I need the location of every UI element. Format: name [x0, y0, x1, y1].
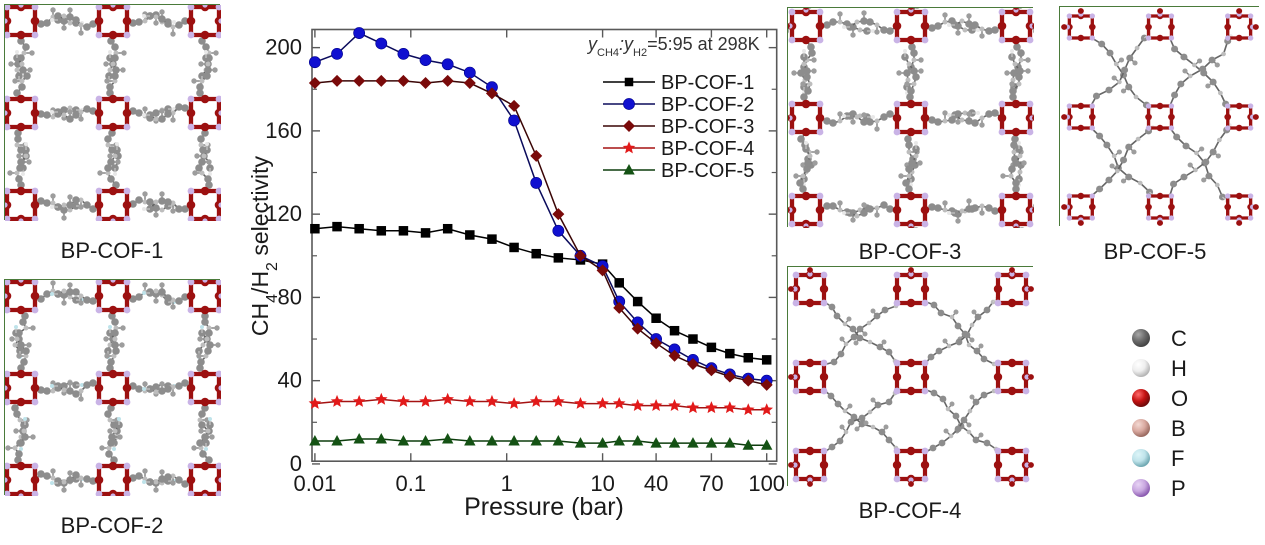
svg-text:0.01: 0.01	[293, 471, 336, 496]
svg-text:BP-COF-2: BP-COF-2	[661, 94, 754, 116]
svg-text:70: 70	[699, 471, 723, 496]
svg-text:CH4/H2 selectivity: CH4/H2 selectivity	[247, 155, 281, 336]
svg-text:40: 40	[278, 368, 302, 393]
svg-text:C: C	[1171, 326, 1187, 351]
svg-text:B: B	[1171, 416, 1186, 441]
svg-text:100: 100	[748, 471, 785, 496]
svg-text:40: 40	[644, 471, 668, 496]
svg-text:BP-COF-1: BP-COF-1	[661, 72, 754, 94]
svg-text:BP-COF-4: BP-COF-4	[661, 138, 754, 160]
svg-text:80: 80	[278, 284, 302, 309]
svg-text:200: 200	[265, 35, 302, 60]
svg-text:BP-COF-5: BP-COF-5	[661, 160, 754, 182]
svg-text:P: P	[1171, 476, 1186, 501]
svg-text:H: H	[1171, 356, 1187, 381]
svg-text:BP-COF-3: BP-COF-3	[661, 116, 754, 138]
svg-text:F: F	[1171, 446, 1184, 471]
svg-text:yCH4:yH2=5:95 at 298K: yCH4:yH2=5:95 at 298K	[586, 34, 760, 59]
svg-text:Pressure (bar): Pressure (bar)	[464, 493, 624, 521]
svg-text:160: 160	[265, 118, 302, 143]
svg-text:0.1: 0.1	[396, 471, 427, 496]
svg-text:O: O	[1171, 386, 1188, 411]
